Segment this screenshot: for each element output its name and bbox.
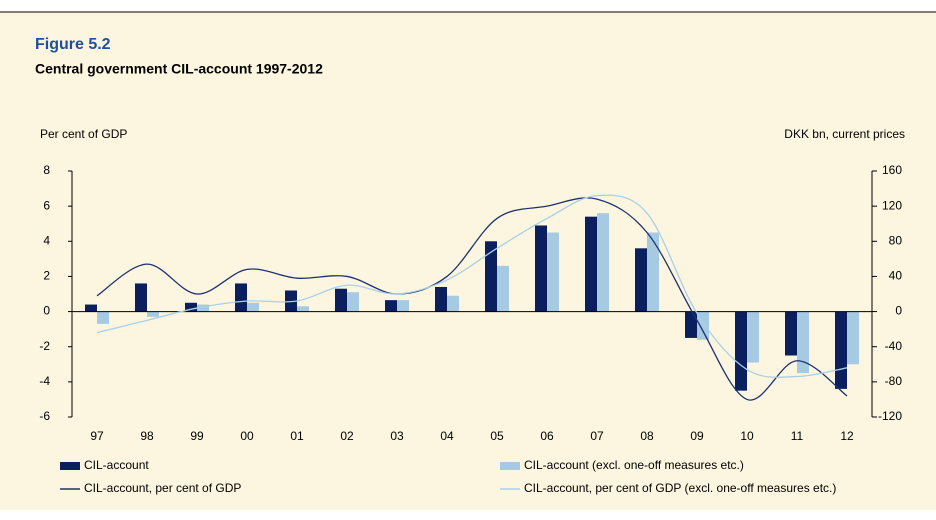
y-tick-label: 6 — [43, 198, 50, 212]
x-tick-label: 99 — [190, 429, 204, 443]
bar — [147, 311, 159, 317]
bar — [297, 306, 309, 312]
x-tick-label: 11 — [791, 429, 804, 443]
bar — [635, 248, 647, 312]
x-tick-label: 03 — [390, 429, 404, 443]
chart-subtitle: Central government CIL-account 1997-2012 — [35, 61, 323, 77]
x-tick-label: 05 — [490, 429, 504, 443]
y2-tick-label: 160 — [882, 163, 902, 177]
bar — [847, 311, 859, 365]
legend-swatch — [60, 462, 80, 470]
bar — [585, 216, 597, 312]
bar — [735, 311, 747, 391]
x-tick-label: 08 — [640, 429, 654, 443]
bar — [197, 304, 209, 312]
legend-label: CIL-account, per cent of GDP (excl. one-… — [524, 481, 836, 495]
bar — [797, 311, 809, 374]
bar — [535, 225, 547, 312]
y2-axis-label: DKK bn, current prices — [784, 127, 905, 141]
x-tick-label: 97 — [90, 429, 104, 443]
x-tick-label: 02 — [340, 429, 354, 443]
x-tick-label: 00 — [240, 429, 254, 443]
line — [96, 197, 848, 401]
bar — [247, 302, 259, 312]
x-tick-label: 12 — [840, 429, 854, 443]
y2-tick-label: 120 — [882, 198, 902, 212]
bar — [597, 213, 609, 312]
bar — [647, 232, 659, 312]
y2-tick-label: 0 — [895, 304, 902, 318]
bar — [347, 292, 359, 312]
x-tick-label: 06 — [540, 429, 554, 443]
y2-tick-label: -80 — [885, 374, 903, 388]
bar — [135, 283, 147, 312]
bar — [835, 311, 847, 389]
bar — [385, 300, 397, 312]
chart-title: Figure 5.2 — [35, 36, 111, 53]
legend-label: CIL-account, per cent of GDP — [84, 481, 241, 495]
y2-tick-label: -120 — [878, 409, 902, 423]
x-tick-label: 01 — [290, 429, 304, 443]
bar — [185, 302, 197, 312]
x-tick-label: 04 — [440, 429, 454, 443]
bar — [335, 288, 347, 312]
x-tick-label: 10 — [740, 429, 754, 443]
y-tick-label: 0 — [43, 304, 50, 318]
y-tick-label: 4 — [43, 233, 50, 247]
legend-swatch — [500, 462, 520, 470]
bar — [397, 300, 409, 312]
y-tick-label: -6 — [39, 409, 50, 423]
background — [0, 12, 936, 510]
bar — [435, 286, 447, 312]
legend-label: CIL-account — [84, 458, 149, 472]
legend-label: CIL-account (excl. one-off measures etc.… — [524, 458, 744, 472]
x-tick-label: 98 — [140, 429, 154, 443]
bar — [747, 311, 759, 363]
bar — [485, 241, 497, 312]
y-tick-label: -4 — [39, 374, 50, 388]
x-tick-label: 09 — [690, 429, 704, 443]
bar — [97, 311, 109, 324]
y2-tick-label: 40 — [889, 269, 903, 283]
y2-tick-label: 80 — [889, 233, 903, 247]
bar — [85, 304, 97, 312]
y-tick-label: -2 — [39, 339, 50, 353]
x-tick-label: 07 — [590, 429, 604, 443]
bar — [447, 295, 459, 312]
bar — [497, 265, 509, 312]
y-axis-label: Per cent of GDP — [40, 127, 127, 141]
bar — [235, 283, 247, 312]
y2-tick-label: -40 — [885, 339, 903, 353]
bar — [547, 232, 559, 312]
line — [96, 194, 848, 378]
bar — [785, 311, 797, 356]
y-tick-label: 2 — [43, 269, 50, 283]
bar — [685, 311, 697, 338]
y-tick-label: 8 — [43, 163, 50, 177]
